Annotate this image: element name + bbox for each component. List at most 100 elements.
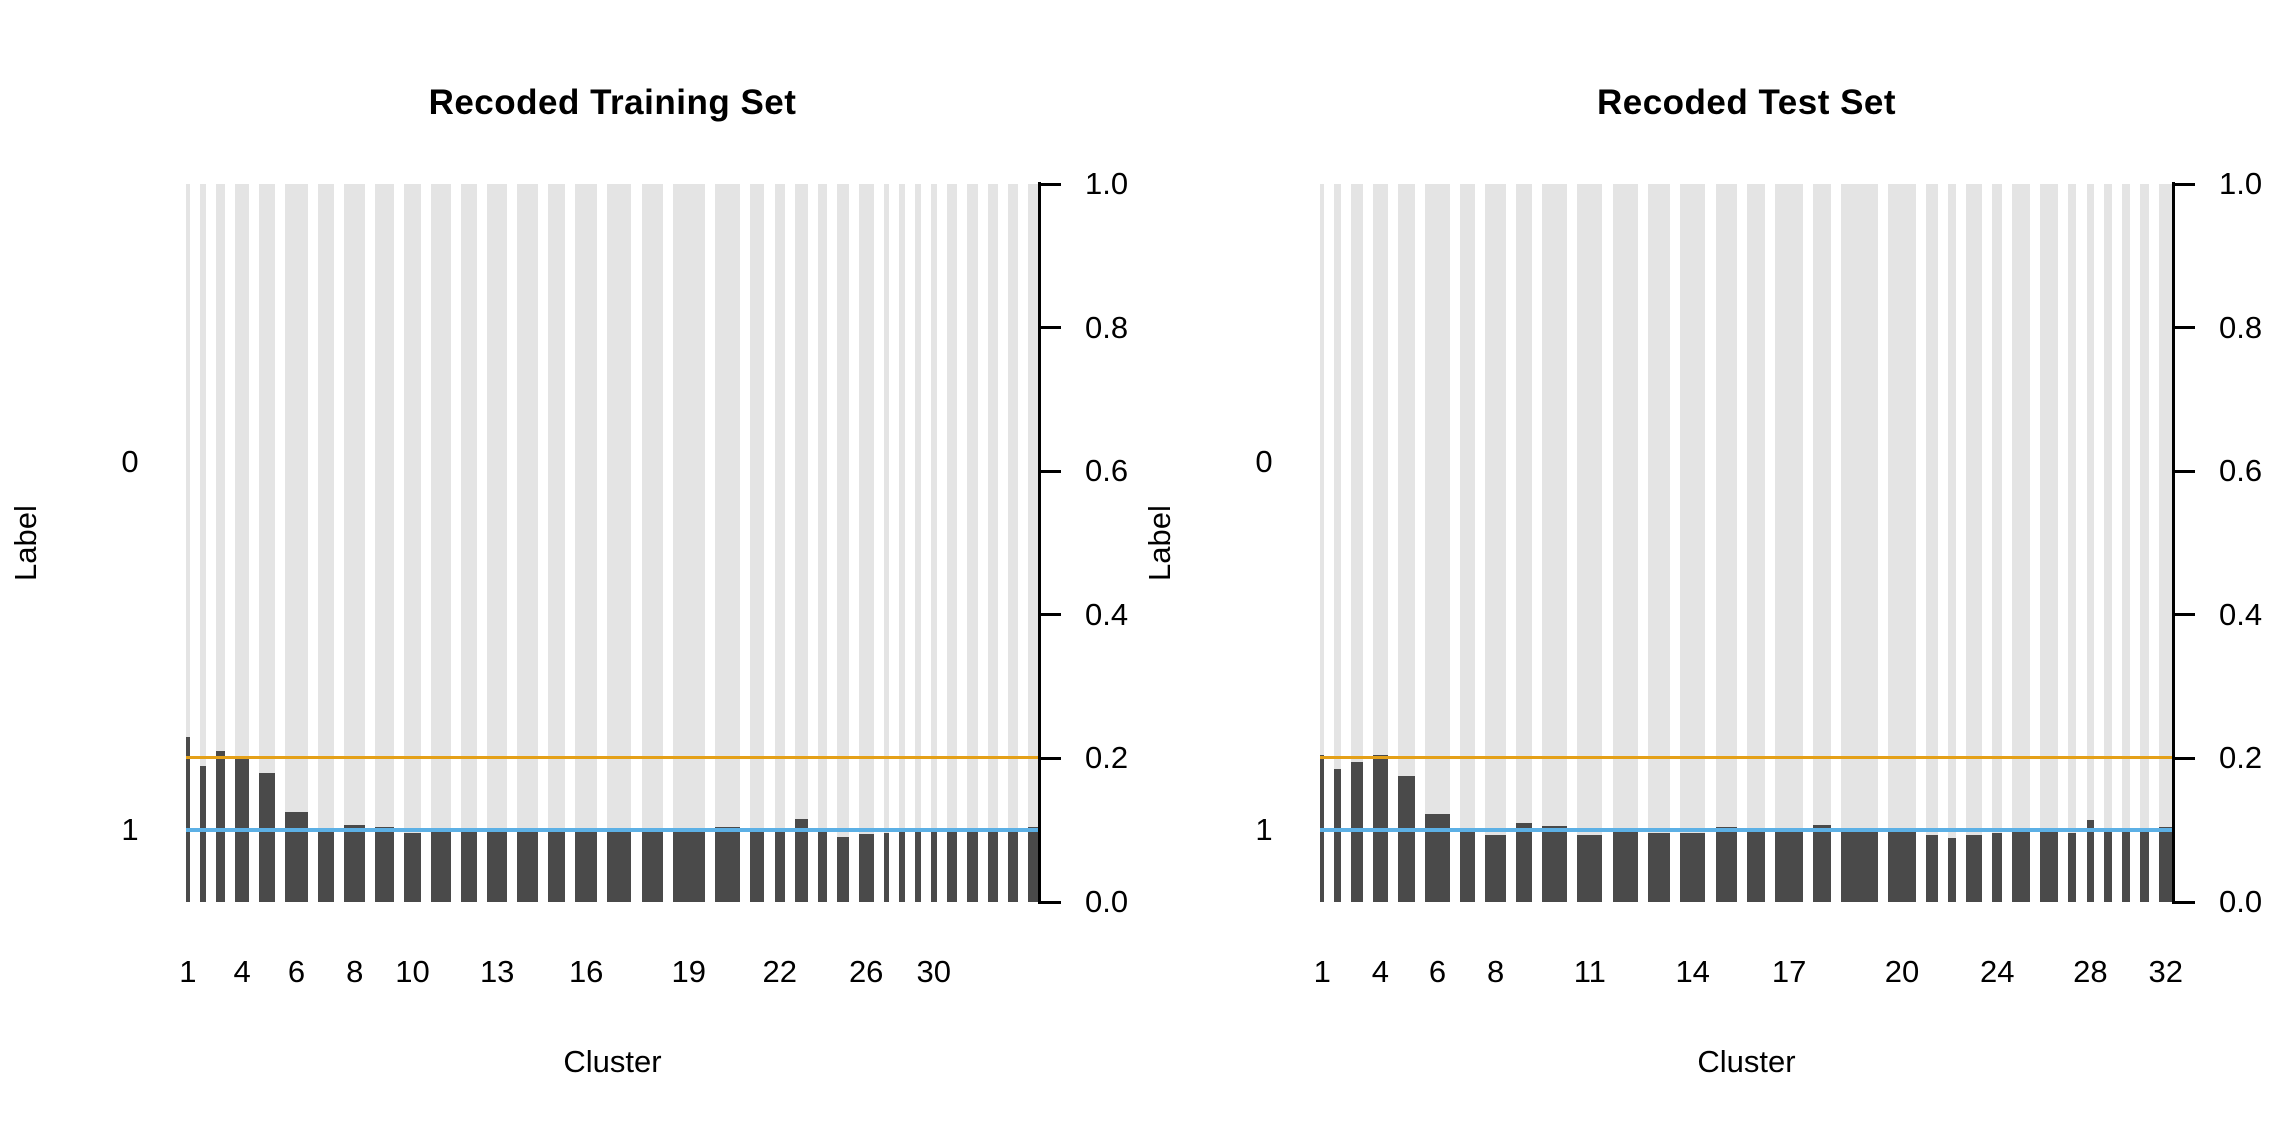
bar-segment-label1 — [1647, 833, 1670, 902]
bar-segment-label0 — [1647, 184, 1670, 834]
bar-segment-label1 — [946, 828, 958, 902]
bar-segment-label1 — [2122, 832, 2130, 902]
right-axis-tick-label: 0.2 — [2219, 740, 2263, 776]
bar-segment-label0 — [1485, 184, 1507, 836]
bar-segment-label1 — [988, 831, 998, 902]
x-tick-label: 28 — [2073, 954, 2108, 989]
bar-segment-label0 — [1746, 184, 1766, 830]
x-tick-label: 1 — [179, 954, 197, 989]
bar-segment-label0 — [859, 184, 874, 834]
threshold-line-orange-threshold — [186, 756, 1039, 760]
bar-segment-label0 — [2086, 184, 2095, 821]
bar-segment-label1 — [344, 825, 366, 902]
bar-segment-label1 — [547, 831, 566, 902]
threshold-line-blue-threshold — [1320, 828, 2173, 833]
bar-segment-label0 — [1425, 184, 1450, 815]
right-axis-tick-label: 0.2 — [1085, 740, 1129, 776]
bar-segment-label1 — [199, 765, 206, 902]
right-axis-tick-label: 0.6 — [1085, 453, 1129, 489]
x-tick-label: 19 — [671, 954, 707, 989]
bar-segment-label0 — [1948, 184, 1956, 839]
bar-segment-label0 — [344, 184, 366, 826]
bar-segment-label1 — [1812, 825, 1831, 902]
bar-segment-label0 — [517, 184, 538, 828]
bar-segment-label0 — [285, 184, 308, 813]
bar-segment-label0 — [1775, 184, 1803, 833]
bar-segment-label1 — [967, 830, 978, 902]
x-tick-label: 22 — [762, 954, 798, 989]
threshold-line-orange-threshold — [1320, 756, 2173, 760]
bar-segment-label1 — [1612, 832, 1638, 902]
bar-segment-label0 — [749, 184, 765, 832]
bar-segment-label0 — [1351, 184, 1364, 762]
bar-segment-label1 — [1007, 830, 1019, 902]
bar-segment-label0 — [930, 184, 937, 831]
x-axis-title: Cluster — [1697, 1044, 1796, 1079]
bar-segment-label1 — [186, 736, 190, 902]
bar-segment-label1 — [2067, 833, 2077, 902]
right-axis-line — [2172, 182, 2175, 904]
right-axis-tick-label: 0.4 — [2219, 596, 2263, 632]
chart-title: Recoded Training Set — [428, 83, 797, 122]
bar-segment-label0 — [915, 184, 921, 831]
bar-segment-label0 — [1373, 184, 1388, 755]
x-tick-label: 6 — [287, 954, 306, 989]
bar-segment-label1 — [817, 830, 828, 902]
bar-segment-label1 — [1577, 835, 1603, 902]
bar-segment-label0 — [1715, 184, 1737, 828]
right-axis-tick-label: 0.0 — [1085, 884, 1129, 919]
x-tick-label: 11 — [1573, 954, 1606, 989]
bar-segment-label0 — [575, 184, 598, 831]
right-axis-tick — [1041, 900, 1061, 904]
bar-segment-label1 — [1992, 833, 2003, 902]
bar-segment-label0 — [1397, 184, 1416, 777]
bar-segment-label1 — [1746, 829, 1766, 902]
category-label-1: 1 — [121, 812, 139, 847]
x-tick-label: 20 — [1884, 954, 1920, 989]
bar-segment-label0 — [1888, 184, 1916, 831]
right-axis-tick — [2175, 900, 2195, 904]
right-axis-tick — [2175, 469, 2195, 473]
right-axis-line — [1038, 182, 1041, 904]
bar-segment-label0 — [1992, 184, 2003, 834]
bar-segment-label0 — [460, 184, 477, 832]
bar-segment-label0 — [215, 184, 226, 752]
bar-segment-label1 — [795, 819, 808, 902]
bar-segment-label0 — [967, 184, 978, 831]
x-tick-label: 32 — [2148, 954, 2184, 989]
bar-segment-label0 — [403, 184, 422, 834]
bar-segment-label1 — [859, 833, 874, 902]
bar-segment-label0 — [883, 184, 890, 834]
bar-segment-label1 — [403, 833, 422, 902]
right-axis-tick — [1041, 469, 1061, 473]
right-axis-tick — [1041, 756, 1061, 760]
bar-segment-label1 — [1948, 838, 1956, 902]
x-tick-label: 6 — [1428, 954, 1447, 989]
right-axis-tick — [2175, 756, 2195, 760]
bar-segment-label1 — [375, 827, 394, 902]
bar-segment-label0 — [2104, 184, 2112, 833]
x-tick-label: 30 — [916, 954, 952, 989]
bar-segment-label1 — [774, 830, 786, 902]
bar-segment-label0 — [2158, 184, 2173, 828]
threshold-line-blue-threshold — [186, 828, 1039, 833]
bar-segment-label1 — [1888, 830, 1916, 902]
right-axis-tick — [1041, 182, 1061, 186]
bar-segment-label0 — [2139, 184, 2149, 830]
bar-segment-label0 — [1965, 184, 1983, 835]
category-label-0: 0 — [1255, 444, 1273, 479]
bar-segment-label1 — [215, 751, 226, 902]
bar-segment-label0 — [1812, 184, 1831, 826]
bar-segment-label0 — [2040, 184, 2058, 831]
chart-title: Recoded Test Set — [1596, 83, 1897, 122]
bar-segment-label1 — [460, 831, 477, 902]
right-axis-tick-label: 0.8 — [2219, 309, 2263, 345]
bar-segment-label1 — [915, 830, 921, 902]
y-axis-title: Label — [1142, 505, 1177, 581]
x-tick-label: 14 — [1675, 954, 1710, 989]
x-axis-title: Cluster — [563, 1044, 662, 1079]
bar-segment-label0 — [2067, 184, 2077, 834]
x-tick-label: 4 — [1371, 954, 1390, 989]
